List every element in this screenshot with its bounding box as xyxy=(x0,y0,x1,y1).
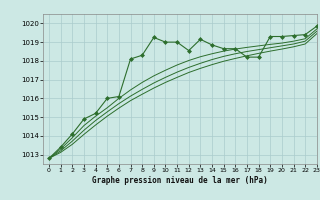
X-axis label: Graphe pression niveau de la mer (hPa): Graphe pression niveau de la mer (hPa) xyxy=(92,176,268,185)
